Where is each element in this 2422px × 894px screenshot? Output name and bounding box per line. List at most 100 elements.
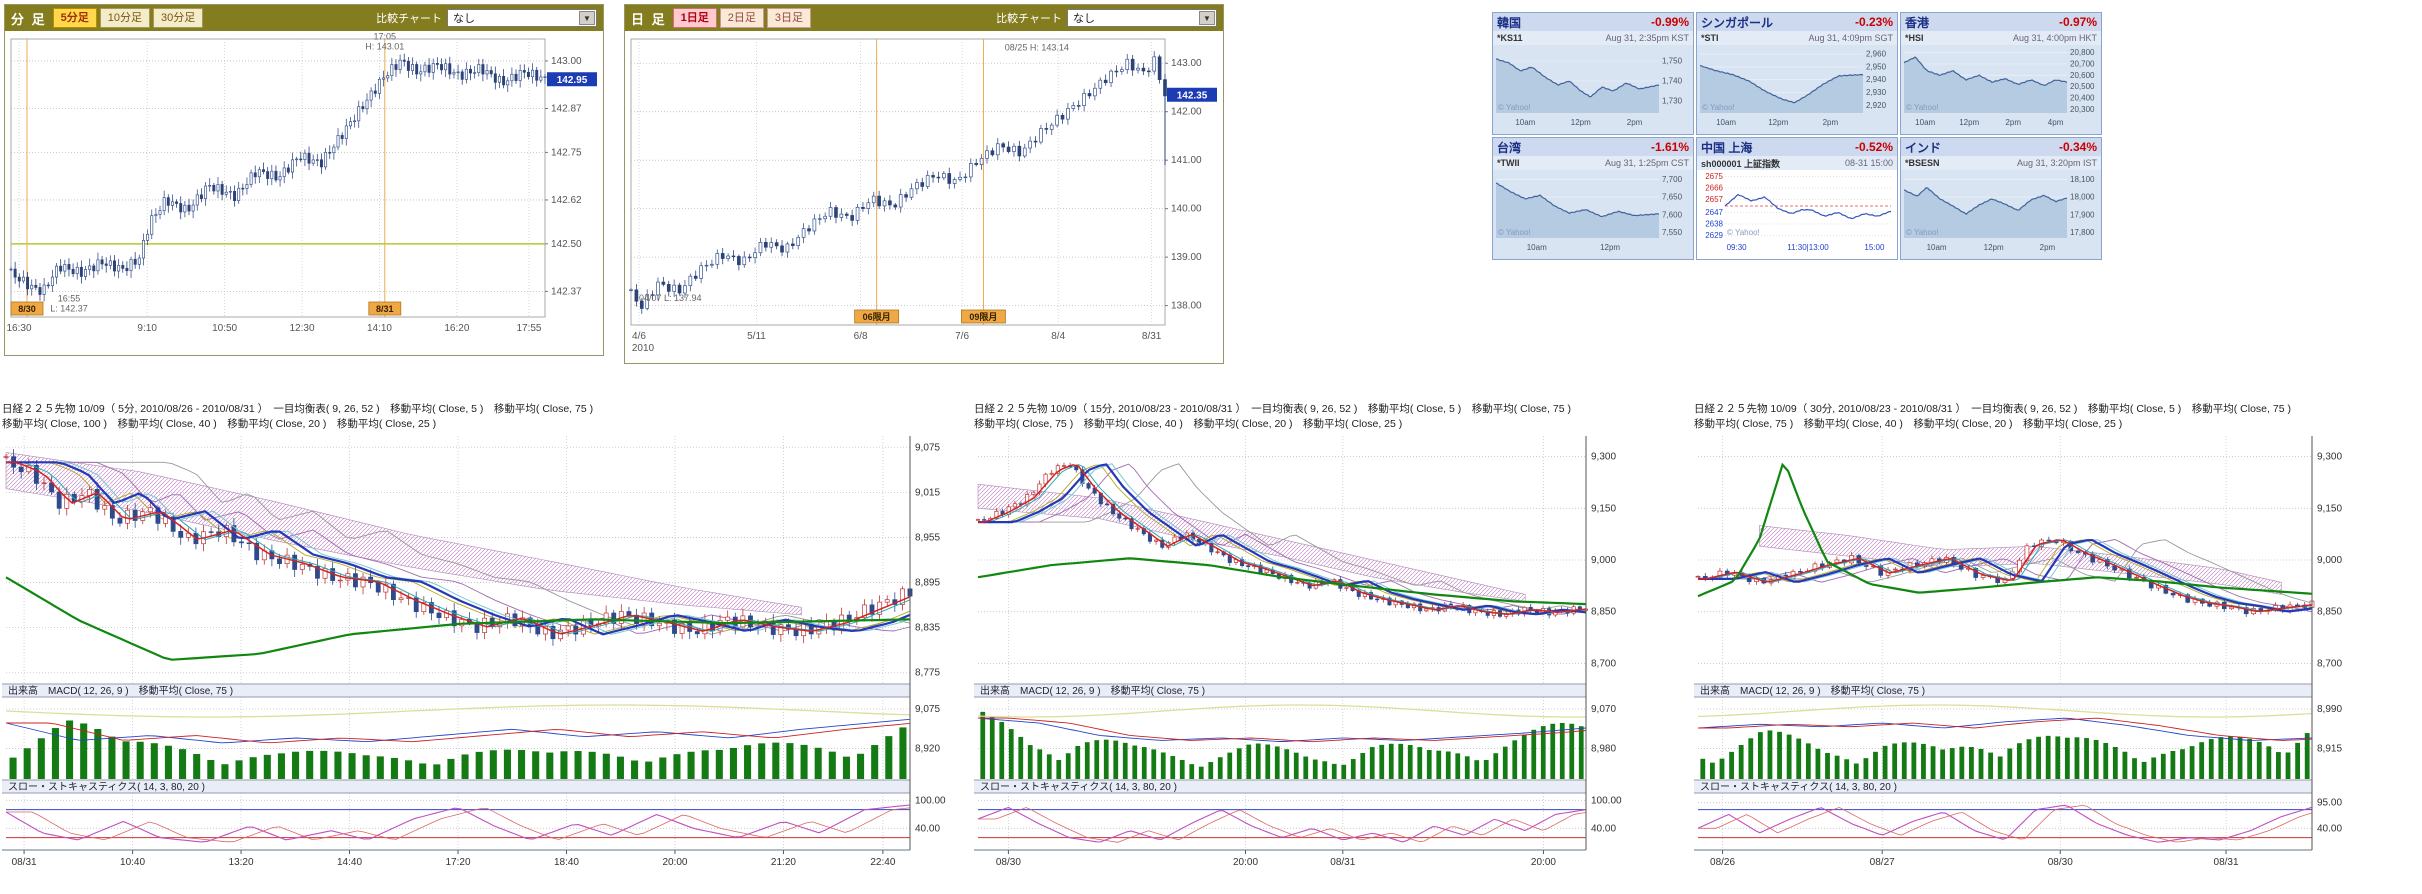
svg-text:2,940: 2,940: [1866, 75, 1887, 84]
market-name: シンガポール: [1701, 15, 1774, 30]
daily-candlestick-chart[interactable]: 143.00 142.00 141.00 140.00 139.00 138.00 4/6 5…: [625, 31, 1223, 363]
svg-text:16:30: 16:30: [6, 323, 31, 334]
svg-text:20,600: 20,600: [2070, 71, 2095, 80]
market-card-header: 香港 -0.97%: [1901, 13, 2101, 31]
svg-text:20,800: 20,800: [2070, 48, 2095, 57]
svg-text:08/31: 08/31: [12, 857, 37, 868]
market-symbol: *TWII: [1497, 158, 1520, 168]
svg-text:06限月: 06限月: [863, 312, 891, 322]
svg-text:20,400: 20,400: [2070, 94, 2095, 103]
svg-text:40.00: 40.00: [915, 823, 940, 834]
svg-text:7,650: 7,650: [1662, 193, 1683, 202]
market-card-hongkong[interactable]: 香港 -0.97% *HSI Aug 31, 4:00pm HKT 20,800 20,7…: [1900, 12, 2102, 135]
market-card-india[interactable]: インド -0.34% *BSESN Aug 31, 3:20pm IST 18,100 1…: [1900, 137, 2102, 260]
svg-text:04/07 L: 137.94: 04/07 L: 137.94: [639, 293, 702, 303]
svg-text:10:40: 10:40: [120, 857, 145, 868]
svg-text:8/4: 8/4: [1051, 331, 1065, 342]
world-markets-grid: 韓国 -0.99% *KS11 Aug 31, 2:35pm KST 1,750 1,74…: [1492, 12, 2104, 262]
svg-text:2657: 2657: [1705, 195, 1723, 204]
svg-text:10am: 10am: [1927, 243, 1947, 252]
market-name: インド: [1905, 140, 1942, 155]
minute-period-tab[interactable]: 5分足: [52, 8, 97, 28]
tech-chart-title: 日経２２５先物 10/09（ 30分, 2010/08/23 - 2010/08…: [1694, 403, 2291, 415]
svg-text:© Yahoo!: © Yahoo!: [1906, 103, 1939, 112]
market-timestamp: Aug 31, 4:00pm HKT: [2012, 33, 2097, 43]
svg-text:100.00: 100.00: [915, 795, 946, 806]
svg-text:14:40: 14:40: [337, 857, 362, 868]
svg-text:© Yahoo!: © Yahoo!: [1906, 228, 1939, 237]
market-card-taiwan[interactable]: 台湾 -1.61% *TWII Aug 31, 1:25pm CST 7,700 7,65…: [1492, 137, 1694, 260]
market-symbol: *HSI: [1905, 33, 1924, 43]
svg-text:8/30: 8/30: [18, 304, 36, 314]
svg-text:© Yahoo!: © Yahoo!: [1702, 103, 1735, 112]
market-timestamp: 08-31 15:00: [1844, 158, 1893, 168]
svg-text:8,700: 8,700: [1591, 658, 1616, 669]
market-card-subheader: *BSESN Aug 31, 3:20pm IST: [1901, 156, 2101, 170]
svg-text:142.95: 142.95: [557, 75, 588, 86]
market-timestamp: Aug 31, 1:25pm CST: [1604, 158, 1689, 168]
svg-text:9,000: 9,000: [1591, 555, 1616, 566]
market-mini-chart: 2675 2666 2657 2647 2638 2629 09:30 11:30|13:00…: [1697, 170, 1897, 259]
minute-compare-value: なし: [453, 13, 475, 25]
svg-text:9,150: 9,150: [1591, 503, 1616, 514]
svg-text:11:30|13:00: 11:30|13:00: [1787, 243, 1829, 252]
svg-text:08/31: 08/31: [1330, 857, 1355, 868]
svg-text:10:50: 10:50: [212, 323, 237, 334]
market-change-badge: -0.97%: [2058, 15, 2097, 29]
market-card-korea[interactable]: 韓国 -0.99% *KS11 Aug 31, 2:35pm KST 1,750 1,74…: [1492, 12, 1694, 135]
market-card-header: 韓国 -0.99%: [1493, 13, 1693, 31]
minute-chart-panel: 分 足 5分足 10分足 30分足 比較チャート なし ▼ 143.00 142.87…: [4, 4, 604, 356]
svg-text:© Yahoo!: © Yahoo!: [1498, 228, 1531, 237]
svg-text:20:00: 20:00: [1531, 857, 1556, 868]
svg-text:18,000: 18,000: [2070, 193, 2095, 202]
market-card-subheader: sh000001 上証指数 08-31 15:00: [1697, 156, 1897, 170]
svg-text:20:00: 20:00: [662, 857, 687, 868]
market-change-badge: -0.23%: [1854, 15, 1893, 29]
market-card-header: インド -0.34%: [1901, 138, 2101, 156]
minute-period-tab[interactable]: 30分足: [153, 8, 204, 28]
svg-text:スロー・ストキャスティクス( 14, 3, 80, 20 ): スロー・ストキャスティクス( 14, 3, 80, 20 ): [1700, 781, 1897, 793]
svg-text:2,920: 2,920: [1866, 101, 1887, 110]
minute-period-tab[interactable]: 10分足: [99, 8, 150, 28]
compare-chart-label: 比較チャート: [376, 13, 442, 25]
svg-text:9,300: 9,300: [1591, 452, 1616, 463]
svg-text:出来高 MACD( 12, 26, 9 ) 移動平均( Cl: 出来高 MACD( 12, 26, 9 ) 移動平均( Close, 75 ): [8, 684, 233, 697]
svg-text:出来高 MACD( 12, 26, 9 ) 移動平均( Cl: 出来高 MACD( 12, 26, 9 ) 移動平均( Close, 75 ): [1700, 684, 1925, 697]
daily-period-tab[interactable]: 1日足: [672, 8, 717, 28]
svg-text:14:10: 14:10: [367, 323, 392, 334]
tech-chart-title: 移動平均( Close, 100 ) 移動平均( Close, 40 ) 移動平…: [2, 418, 437, 430]
svg-text:08/26: 08/26: [1710, 857, 1735, 868]
tech-chart-title: 移動平均( Close, 75 ) 移動平均( Close, 40 ) 移動平均…: [974, 418, 1403, 430]
daily-period-tab[interactable]: 3日足: [766, 8, 811, 28]
svg-text:12:30: 12:30: [290, 323, 315, 334]
svg-text:8,990: 8,990: [2317, 704, 2342, 715]
svg-text:08/31: 08/31: [2214, 857, 2239, 868]
minute-compare-select[interactable]: なし ▼: [447, 9, 597, 27]
svg-text:9:10: 9:10: [137, 323, 157, 334]
minute-candlestick-chart[interactable]: 143.00 142.87 142.75 142.62 142.50 142.37 16:3…: [5, 31, 603, 355]
market-card-singapore[interactable]: シンガポール -0.23% *STI Aug 31, 4:09pm SGT 2,960 2…: [1696, 12, 1898, 135]
svg-text:1,730: 1,730: [1662, 97, 1683, 106]
daily-period-tabs: 1日足 2日足 3日足: [672, 8, 814, 28]
svg-text:09限月: 09限月: [969, 312, 997, 322]
svg-text:40.00: 40.00: [2317, 823, 2342, 834]
market-card-china[interactable]: 中国 上海 -0.52% sh000001 上証指数 08-31 15:00 2675 2…: [1696, 137, 1898, 260]
svg-text:12pm: 12pm: [1959, 118, 1979, 127]
svg-text:9,070: 9,070: [1591, 704, 1616, 715]
svg-text:139.00: 139.00: [1171, 252, 1202, 263]
svg-text:10am: 10am: [1515, 118, 1535, 127]
market-card-subheader: *STI Aug 31, 4:09pm SGT: [1697, 31, 1897, 45]
daily-compare-select[interactable]: なし ▼: [1067, 9, 1217, 27]
svg-text:142.35: 142.35: [1177, 91, 1208, 102]
svg-text:スロー・ストキャスティクス( 14, 3, 80, 20 ): スロー・ストキャスティクス( 14, 3, 80, 20 ): [8, 781, 205, 793]
svg-text:10am: 10am: [1527, 243, 1547, 252]
svg-text:2pm: 2pm: [1823, 118, 1839, 127]
svg-text:12pm: 12pm: [1600, 243, 1620, 252]
daily-period-tab[interactable]: 2日足: [719, 8, 764, 28]
svg-text:9,150: 9,150: [2317, 503, 2342, 514]
svg-text:15:00: 15:00: [1864, 243, 1885, 252]
tech-chart-canvas: 08/26 08/27 08/30 08/31 9,300 9,150 9,000 8,850…: [1694, 436, 2342, 868]
minute-period-tabs: 5分足 10分足 30分足: [52, 8, 207, 28]
minute-panel-header: 分 足 5分足 10分足 30分足 比較チャート なし ▼: [5, 5, 603, 31]
svg-text:140.00: 140.00: [1171, 204, 1202, 215]
